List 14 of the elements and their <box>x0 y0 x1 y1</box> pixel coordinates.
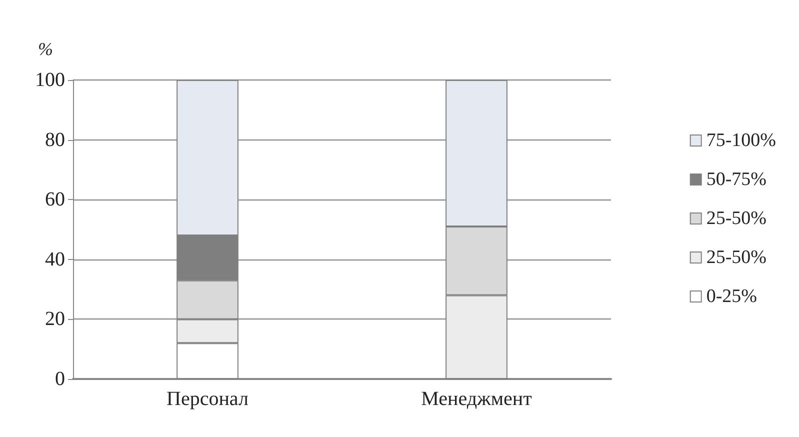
y-tick-label: 80 <box>45 128 65 151</box>
y-tick-label: 60 <box>45 188 65 211</box>
legend-label: 0-25% <box>706 286 758 307</box>
x-tick-label: Персонал <box>166 388 248 410</box>
legend-label: 50-75% <box>706 169 767 190</box>
x-tick-label: Менеджмент <box>421 388 532 410</box>
y-tick-label: 20 <box>45 308 65 330</box>
y-tick-label: 0 <box>55 368 65 390</box>
legend-label: 25-50% <box>706 247 767 268</box>
y-axis-title: % <box>38 39 53 59</box>
legend-label: 25-50% <box>706 208 767 229</box>
y-tick-label: 100 <box>35 69 65 91</box>
y-tick-label: 40 <box>45 248 65 270</box>
legend-label: 75-100% <box>706 130 776 151</box>
